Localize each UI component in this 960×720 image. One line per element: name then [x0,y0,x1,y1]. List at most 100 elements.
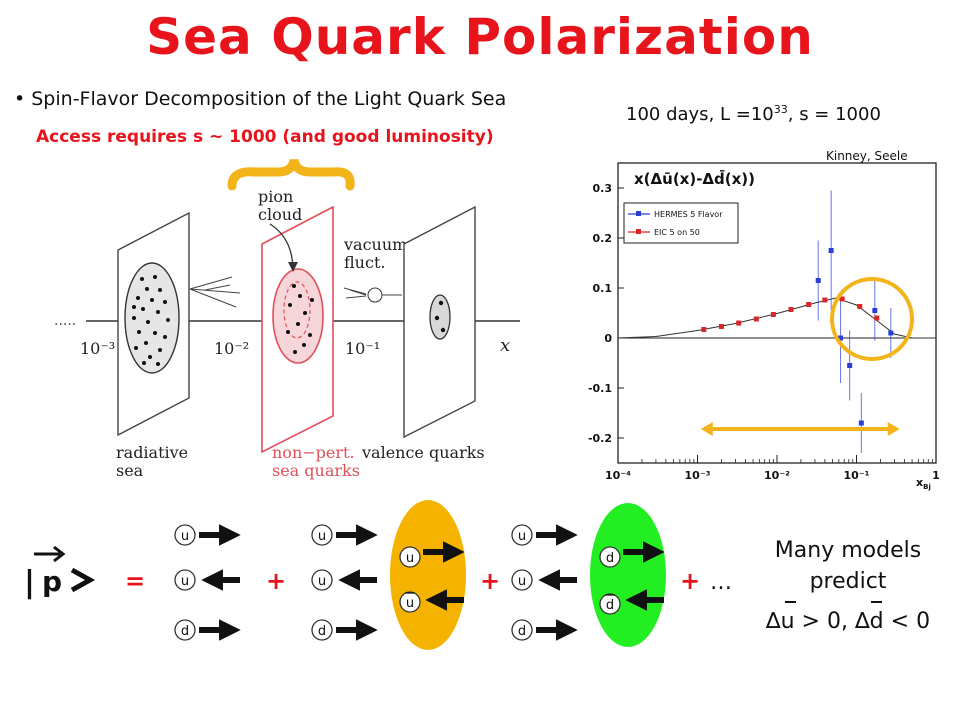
quark-u-label-3b: u [518,574,526,589]
quark-u-label-2a: u [318,529,326,544]
data-point [701,327,707,332]
quark-u-down-3 [511,569,533,591]
y-tick-label: 0 [604,332,612,345]
proton-state-label: p [42,565,62,598]
chart-title: x(Δū(x)-Δd̄(x)) [634,168,755,188]
ellipsis: … [710,570,732,595]
x-tick-label: 1 [932,469,940,482]
data-point [874,315,880,321]
run-conditions-prefix: 100 days, L =10 [626,104,774,125]
legend-marker-eic [636,229,641,234]
models-line-3: ∆u > 0, ∆d < 0 [765,609,931,634]
y-tick-label: -0.2 [588,432,612,445]
ket-angle [70,567,96,593]
series-hermes-5-flavor [815,190,894,453]
vacuum-fluct-label-line2: fluct. [344,253,385,272]
quark-group-1: u u d [174,524,241,641]
access-note: Access requires s ~ 1000 (and good lumin… [36,127,494,147]
radiative-ellipse [124,262,180,374]
tick-label-1: 10⁻³ [80,339,115,358]
plus-sign-3: + [680,567,700,595]
sea-quark-u-label: u [406,551,414,566]
quark-u-label-2b: u [318,574,326,589]
luminosity-exponent: 33 [773,103,788,116]
sea-quark-u [399,546,421,568]
sea-pair-u-ellipse [390,500,466,650]
yellow-brace [227,158,355,191]
bullet-point: • Spin-Flavor Decomposition of the Light… [14,88,507,110]
models-line-1: Many models [774,538,922,563]
legend-marker-hermes [636,211,641,216]
run-conditions: 100 days, L =1033, s = 1000 [626,103,881,125]
quark-d-1 [174,619,196,641]
pion-cloud-ellipse [283,281,311,339]
data-point [770,312,776,317]
nonpert-sea-label-line2: sea quarks [272,461,360,480]
chart-y-ticks: 0.3 0.2 0.1 0 -0.1 -0.2 [588,182,624,445]
quark-u-label-1b: u [181,574,189,589]
y-tick-label: 0.3 [593,182,613,195]
data-point [828,248,834,253]
quark-d-3 [511,619,533,641]
quark-u-down-2 [311,569,333,591]
radiative-splitting-lines [189,276,241,308]
quark-u-up-1 [174,524,196,546]
data-point [806,302,812,307]
equals-sign: = [125,567,145,595]
series-eic-5-on-50 [701,296,880,332]
quark-u-label-3a: u [518,529,526,544]
quark-d-label-2: d [318,624,326,639]
data-point [847,363,853,368]
data-point [822,297,828,303]
chart-series [701,190,894,453]
data-point [857,304,863,309]
sea-antiquark-d-label: d [606,598,614,613]
range-arrowhead-right [887,422,900,436]
chart-x-ticks: 10⁻⁴ 10⁻³ 10⁻² 10⁻¹ 1 [605,455,940,482]
highlight-circle [830,277,914,361]
pion-cloud-label-line2: cloud [258,205,302,224]
plus-sign-2: + [480,567,500,595]
y-tick-label: 0.1 [593,282,613,295]
radiative-quark-dots [132,275,170,366]
nonpert-quark-dots [286,284,314,354]
data-point [838,335,844,341]
data-point [839,296,845,302]
quark-u-up-2 [311,524,333,546]
vacuum-fluct-loop [343,287,402,303]
x-tick-label: 10⁻³ [685,469,711,482]
legend-label-eic: EIC 5 on 50 [654,228,700,237]
data-point [718,324,724,329]
models-line-2: predict [809,569,887,594]
quark-u-down-1 [174,569,196,591]
polarization-chart: 0.3 0.2 0.1 0 -0.1 -0.2 10⁻⁴ 10⁻³ 10⁻² 10⁻¹ 1 x(Δ… [588,162,940,491]
page-title: Sea Quark Polarization [146,8,814,66]
sea-antiquark-d [599,593,621,615]
run-conditions-suffix: , s = 1000 [787,104,881,125]
valence-ellipse [429,294,451,340]
proton-spin-equation: | p = + + + … u u d u u d u u [24,500,882,650]
pion-cloud-arrowhead [288,262,298,272]
bullet-text: Spin-Flavor Decomposition of the Light Q… [31,88,507,110]
nonpert-sea-label-line1: non−pert. [272,443,355,462]
valence-quarks-label: valence quarks [361,443,485,462]
chart-legend-box [623,202,739,244]
y-tick-label: 0.2 [593,232,613,245]
quark-d-label-1: d [181,624,189,639]
y-tick-label: -0.1 [588,382,612,395]
quark-d-2 [311,619,333,641]
data-point [788,307,794,312]
nonpert-ellipse [272,268,324,364]
radiative-sea-label-line2: sea [116,461,144,480]
quark-group-2: u u d u u [311,500,466,650]
sea-antiquark-u-label: u [406,596,414,611]
data-point [753,316,759,322]
proton-spin-vector-icon [34,545,66,563]
pion-cloud-label-line1: pion [258,187,293,206]
x-tick-label: 10⁻¹ [844,469,870,482]
valence-quark-dots [434,300,446,333]
sea-pair-d-ellipse [590,503,666,647]
data-point [858,420,864,426]
chart-x-axis-label: xBj [916,476,931,491]
